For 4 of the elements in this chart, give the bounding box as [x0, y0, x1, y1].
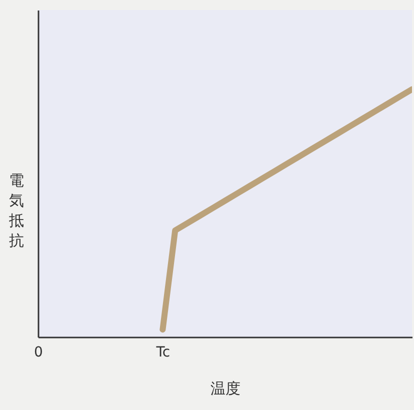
x-axis-title: 温度 [210, 380, 240, 398]
x-tick-label: 0 [34, 344, 43, 360]
y-axis-title: 電気抵抗 [8, 172, 24, 250]
x-tick-label: Tc [155, 344, 170, 360]
